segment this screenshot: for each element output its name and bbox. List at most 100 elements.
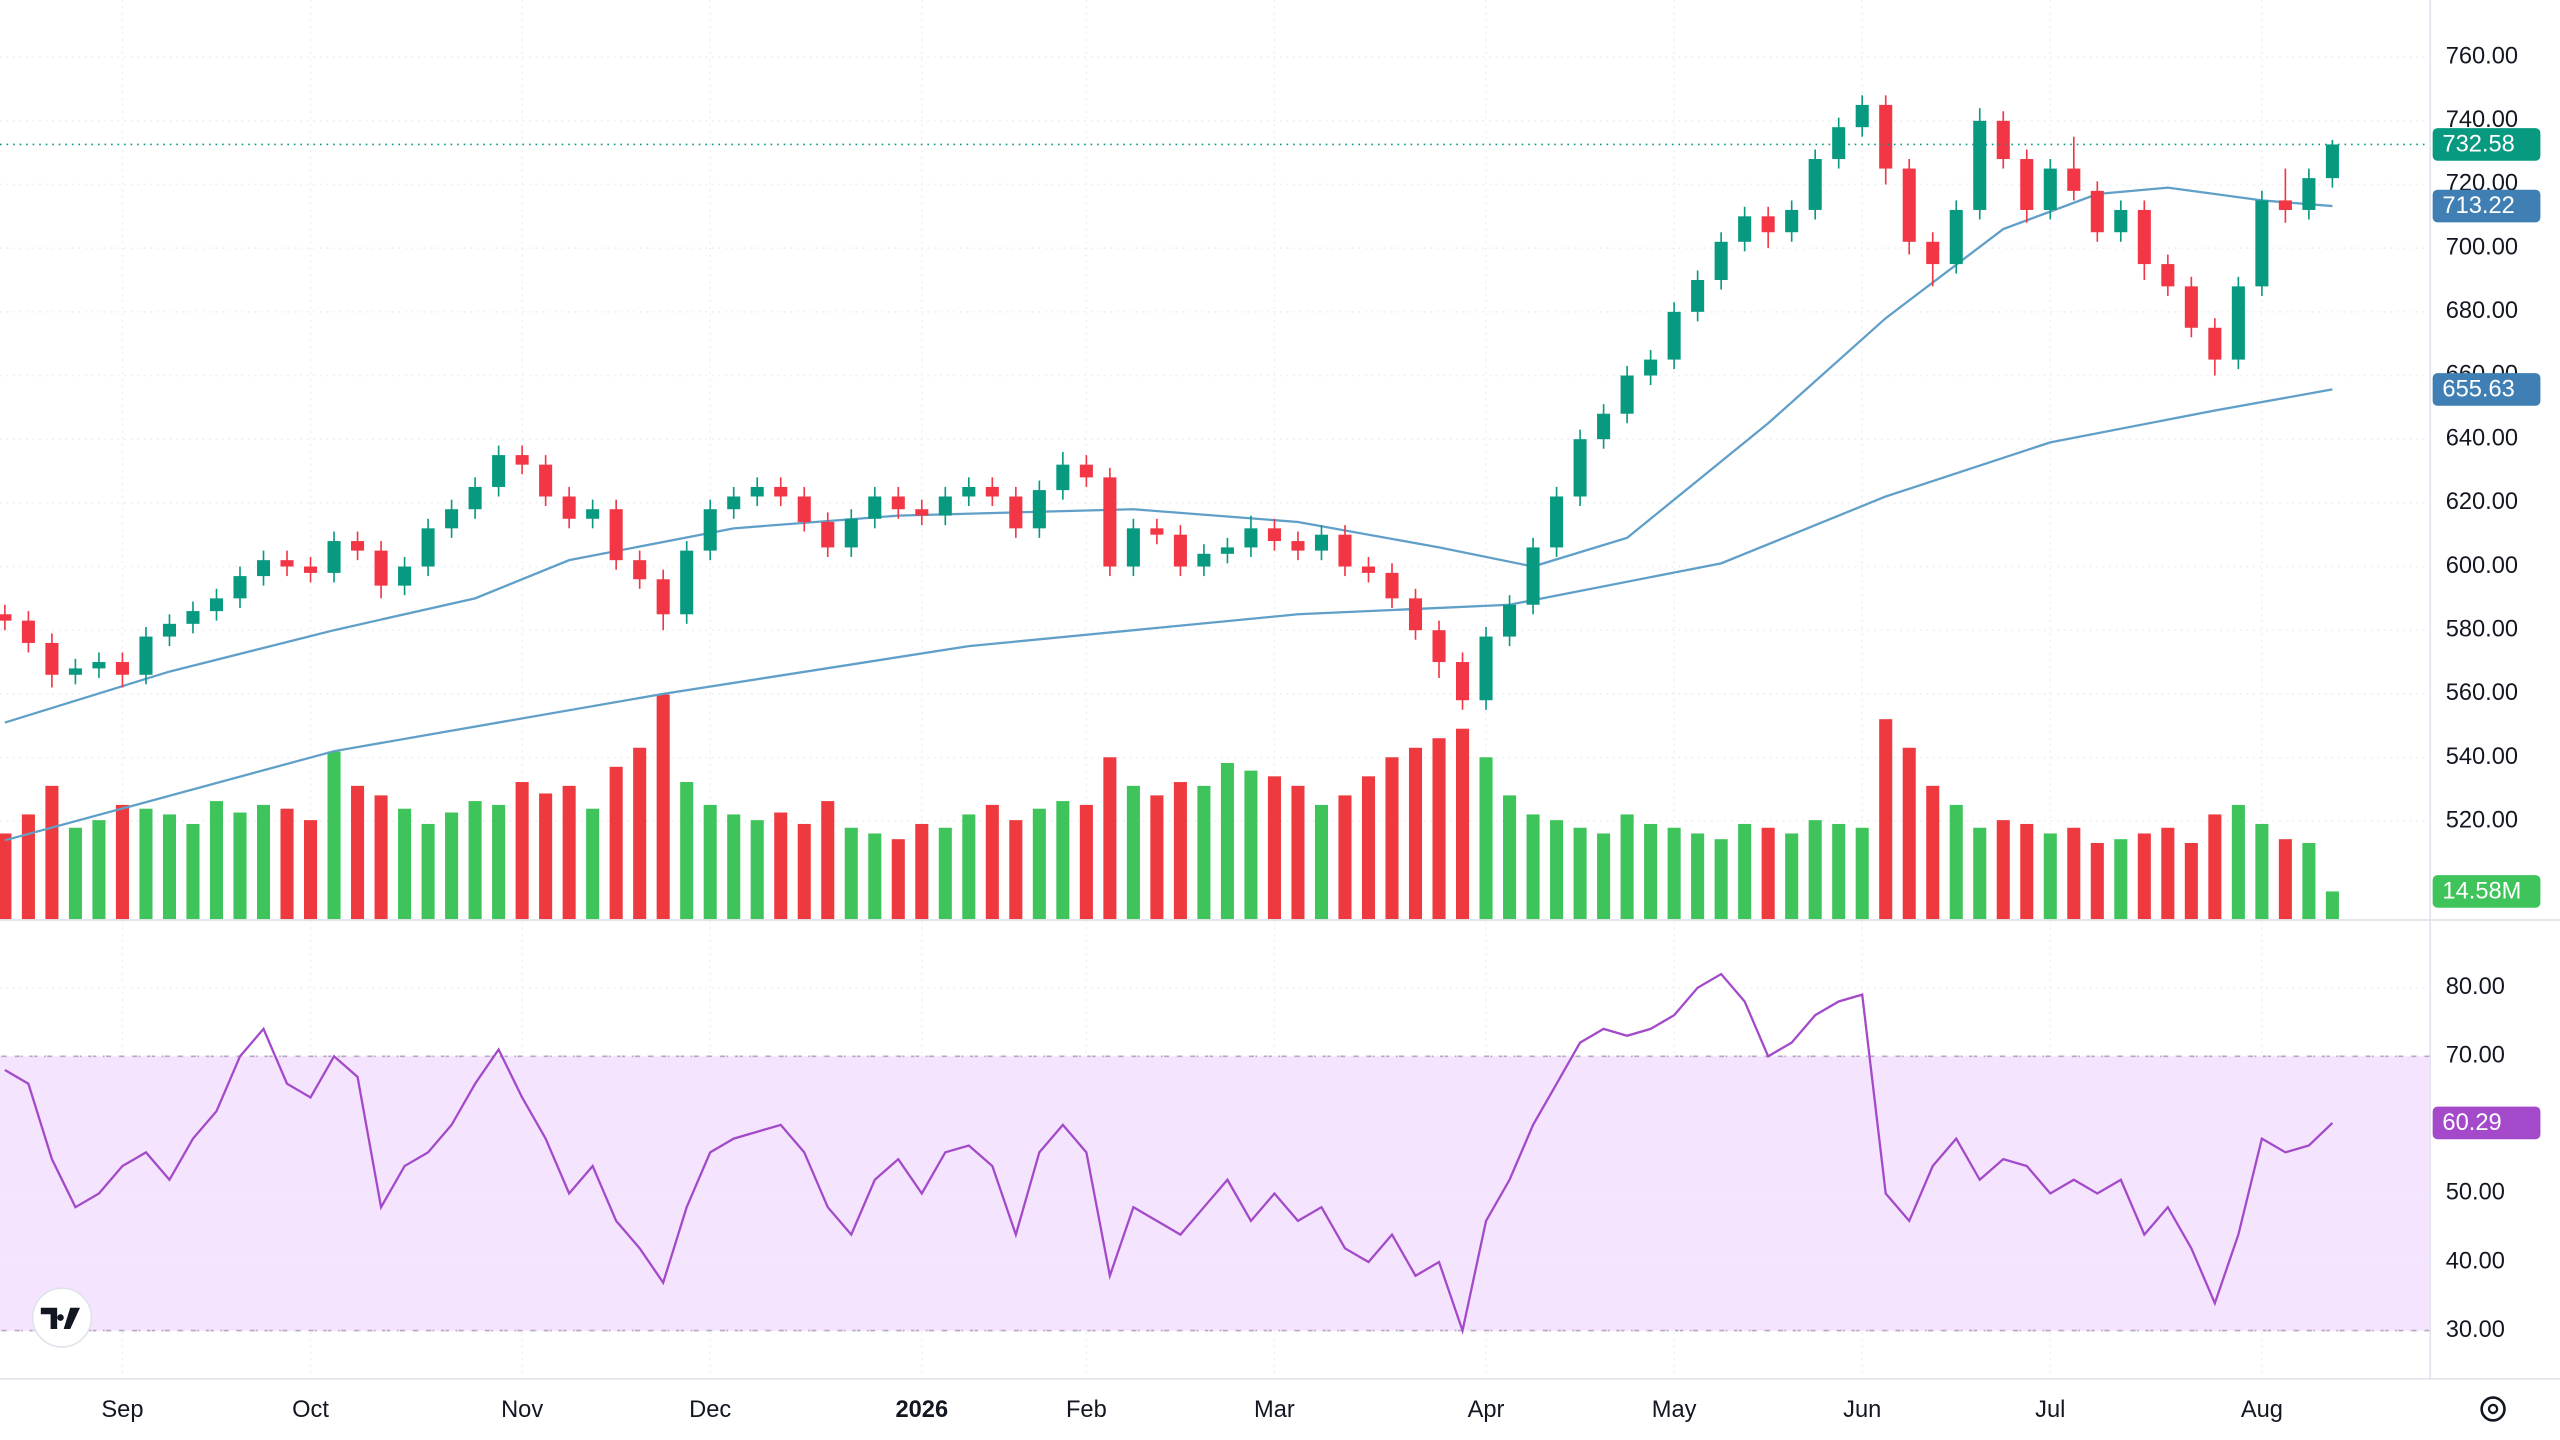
candle-body — [1385, 572, 1399, 599]
candle-body — [1667, 311, 1681, 360]
candle-body — [2255, 200, 2269, 287]
candle-body — [1267, 528, 1281, 542]
volume-bar — [1173, 782, 1187, 920]
candle-body — [844, 518, 858, 548]
volume-bar — [1197, 785, 1211, 920]
candle-body — [2067, 168, 2081, 191]
candle-body — [1573, 439, 1587, 497]
volume-bar — [915, 823, 929, 920]
x-tick-label: 2026 — [895, 1397, 948, 1423]
volume-bar — [1620, 814, 1634, 920]
volume-bar — [562, 785, 576, 920]
x-tick-label: May — [1652, 1397, 1697, 1423]
volume-bar — [421, 823, 435, 920]
x-tick-label: Jul — [2035, 1397, 2065, 1423]
volume-bar — [1314, 804, 1328, 920]
candle-body — [915, 509, 929, 516]
candle-body — [1996, 120, 2010, 160]
price-tag: 732.58 — [2442, 132, 2514, 158]
volume-bar — [304, 820, 318, 920]
candle-body — [1738, 216, 1752, 242]
candle-body — [1503, 604, 1517, 637]
logo[interactable] — [31, 1287, 93, 1348]
candle-body — [233, 576, 247, 599]
volume-bar — [1079, 804, 1093, 920]
candle-body — [1150, 528, 1164, 535]
volume-bar — [891, 839, 905, 920]
volume-bar — [1832, 823, 1846, 920]
volume-bar — [1526, 814, 1540, 920]
y-tick-label: 540.00 — [2446, 744, 2518, 770]
volume-bar — [1761, 827, 1775, 920]
price-tag-bg — [2432, 128, 2541, 161]
candle-body — [421, 528, 435, 567]
candle-body — [1009, 496, 1023, 529]
candle-body — [209, 598, 224, 612]
volume-bar — [1103, 757, 1117, 920]
volume-bar — [2184, 842, 2198, 920]
ma50-tag-bg — [2432, 189, 2541, 223]
candle-body — [938, 496, 952, 516]
volume-bar — [539, 793, 553, 920]
candle-body — [1197, 553, 1211, 567]
candle-body — [1926, 241, 1940, 265]
candle-body — [2161, 264, 2175, 287]
candle-body — [586, 509, 600, 519]
candle-body — [868, 496, 882, 519]
volume-bar — [92, 820, 106, 920]
candle-body — [445, 509, 459, 529]
candle-body — [1785, 209, 1799, 233]
candle-body — [2184, 286, 2198, 328]
volume-bar — [115, 804, 129, 920]
candle-body — [0, 614, 12, 621]
volume-bar — [2067, 827, 2081, 920]
candle-body — [1550, 496, 1564, 548]
y-tick-label: 600.00 — [2446, 553, 2518, 579]
rsi-tick-label: 70.00 — [2446, 1043, 2505, 1069]
volume-bar — [280, 808, 294, 920]
candle-body — [1220, 547, 1234, 554]
volume-bar — [844, 827, 858, 920]
candle-body — [750, 486, 764, 497]
candle-body — [2278, 200, 2292, 210]
y-tick-label: 760.00 — [2446, 43, 2518, 69]
candle-body — [962, 486, 976, 497]
volume-bar — [2231, 804, 2245, 920]
candle-body — [891, 496, 905, 510]
candle-body — [2302, 178, 2316, 210]
candle-body — [1808, 159, 1822, 210]
volume-bar — [985, 804, 999, 920]
y-tick-label: 700.00 — [2446, 234, 2518, 260]
volume-bar — [2137, 833, 2151, 920]
candle-body — [1832, 127, 1846, 160]
candle-body — [1338, 534, 1352, 567]
tags-layer: 732.58 713.22 655.63 14.58M 60.29 — [2432, 128, 2541, 1140]
volume-bar — [680, 782, 694, 920]
candle-body — [1691, 280, 1705, 312]
candle-body — [1949, 209, 1963, 265]
candle-body — [727, 496, 741, 510]
volume-bar — [398, 808, 412, 920]
candle-body — [162, 623, 176, 637]
volume-bar — [2208, 814, 2222, 920]
settings-button[interactable] — [2480, 1396, 2506, 1422]
volume-bar — [1926, 785, 1940, 920]
volume-bar — [1573, 827, 1587, 920]
volume-bar — [68, 827, 82, 920]
candle-body — [703, 509, 717, 551]
candle-body — [1291, 541, 1305, 551]
gear-center — [2487, 1403, 2499, 1415]
rsi-tick-label: 40.00 — [2446, 1248, 2505, 1274]
volume-bar — [1714, 839, 1728, 920]
y-tick-label: 640.00 — [2446, 425, 2518, 451]
candle-body — [680, 550, 694, 615]
volume-bar — [1550, 820, 1564, 920]
volume-bar — [2278, 839, 2292, 920]
volume-bar — [1291, 785, 1305, 920]
candle-body — [1620, 375, 1634, 414]
x-tick-label: Sep — [101, 1397, 143, 1423]
volume-bar — [1408, 747, 1423, 920]
y-tick-label: 580.00 — [2446, 616, 2518, 642]
